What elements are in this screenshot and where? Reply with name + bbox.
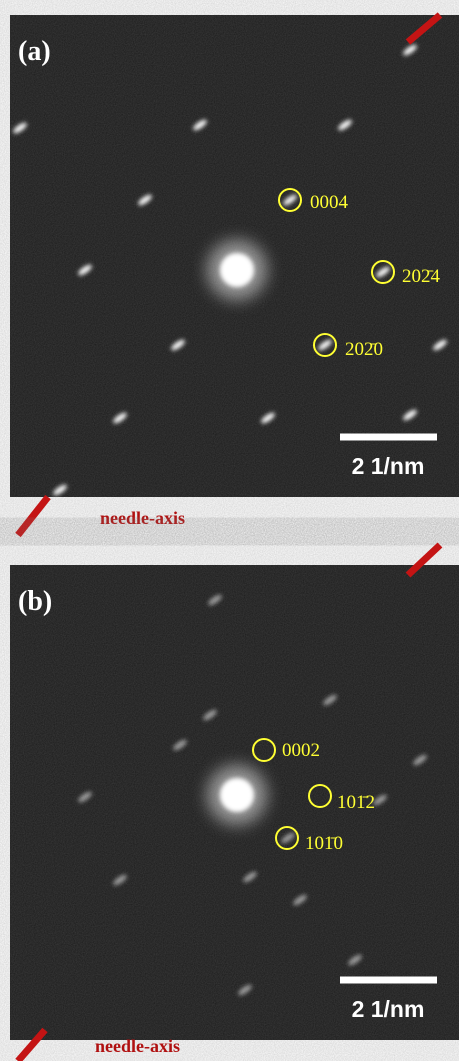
spot-label: 101̄2 [337,792,375,813]
diffraction-panel: 0004 202̄4 202̄0 (a) 2 1/nm [10,15,459,497]
central-beam [220,778,254,812]
diffraction-panel: 0002 101̄2 101̄0 (b) 2 1/nm [10,565,459,1040]
spot-label: 101̄0 [305,833,343,854]
spot-label: 0002 [282,740,320,761]
scale-bar-label: 2 1/nm [352,453,425,479]
spot-label: 0004 [310,192,349,213]
spot-label: 202̄0 [345,339,383,360]
scale-bar-label: 2 1/nm [352,996,425,1022]
needle-axis-label: needle-axis [100,508,185,528]
spot-label: 202̄4 [402,266,441,287]
figure: 0004 202̄4 202̄0 (a) 2 1/nm needle-axis 0002 10… [0,0,459,1061]
needle-axis-label: needle-axis [95,1036,180,1056]
central-beam [220,253,254,287]
panel-tag: (a) [18,36,51,67]
panel-tag: (b) [18,586,52,617]
needle-axis-line [18,497,48,535]
